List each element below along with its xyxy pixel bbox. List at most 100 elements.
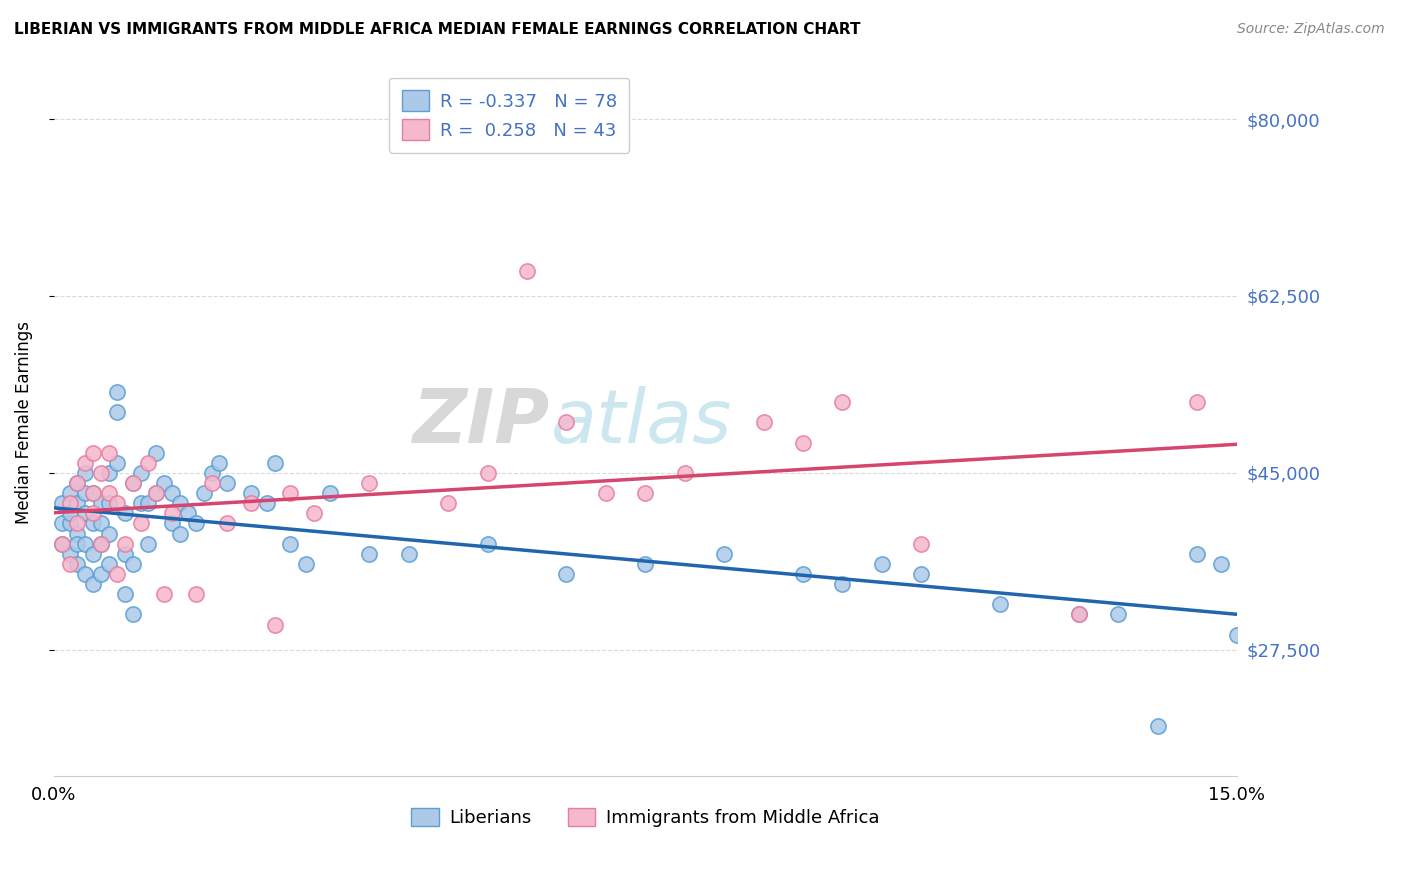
Point <box>66 536 89 550</box>
Point <box>910 536 932 550</box>
Point <box>200 466 222 480</box>
Point <box>217 475 239 490</box>
Point <box>359 547 381 561</box>
Point <box>153 475 176 490</box>
Point <box>90 516 112 531</box>
Point <box>359 475 381 490</box>
Point <box>673 466 696 480</box>
Point <box>280 486 302 500</box>
Point <box>177 506 200 520</box>
Point <box>713 547 735 561</box>
Point <box>121 475 143 490</box>
Point <box>831 577 853 591</box>
Point <box>302 506 325 520</box>
Point <box>870 557 893 571</box>
Point <box>752 415 775 429</box>
Point <box>59 516 82 531</box>
Point <box>634 486 657 500</box>
Point <box>66 526 89 541</box>
Point <box>1187 395 1209 409</box>
Point <box>477 536 499 550</box>
Point <box>160 516 183 531</box>
Point <box>217 516 239 531</box>
Point <box>831 395 853 409</box>
Point <box>114 547 136 561</box>
Point <box>477 466 499 480</box>
Point <box>319 486 342 500</box>
Point <box>153 587 176 601</box>
Point <box>98 466 121 480</box>
Point <box>193 486 215 500</box>
Point <box>51 516 73 531</box>
Point <box>145 486 167 500</box>
Point <box>1067 607 1090 622</box>
Point <box>184 587 207 601</box>
Point <box>145 445 167 459</box>
Point <box>184 516 207 531</box>
Point <box>256 496 278 510</box>
Point <box>295 557 318 571</box>
Point <box>129 516 152 531</box>
Point <box>105 496 128 510</box>
Point <box>82 486 104 500</box>
Point <box>121 557 143 571</box>
Point <box>121 475 143 490</box>
Point <box>200 475 222 490</box>
Point <box>138 496 160 510</box>
Point <box>595 486 617 500</box>
Point <box>910 566 932 581</box>
Point <box>82 547 104 561</box>
Point <box>98 496 121 510</box>
Point <box>121 607 143 622</box>
Point <box>82 516 104 531</box>
Point <box>90 466 112 480</box>
Point <box>1226 627 1249 641</box>
Point <box>160 506 183 520</box>
Text: Source: ZipAtlas.com: Source: ZipAtlas.com <box>1237 22 1385 37</box>
Point <box>1147 718 1170 732</box>
Point <box>792 435 814 450</box>
Point <box>66 557 89 571</box>
Y-axis label: Median Female Earnings: Median Female Earnings <box>15 321 32 524</box>
Point <box>634 557 657 571</box>
Point <box>59 496 82 510</box>
Point <box>555 566 578 581</box>
Point <box>105 456 128 470</box>
Point <box>59 506 82 520</box>
Point <box>59 557 82 571</box>
Point <box>129 496 152 510</box>
Point <box>105 566 128 581</box>
Point <box>263 617 285 632</box>
Point <box>90 566 112 581</box>
Point <box>437 496 460 510</box>
Point <box>75 506 97 520</box>
Point <box>988 597 1011 611</box>
Point <box>555 415 578 429</box>
Point <box>138 536 160 550</box>
Point <box>114 587 136 601</box>
Point <box>516 263 538 277</box>
Point <box>59 486 82 500</box>
Point <box>82 486 104 500</box>
Point <box>169 496 191 510</box>
Point <box>105 384 128 399</box>
Point <box>398 547 420 561</box>
Point <box>1067 607 1090 622</box>
Point <box>105 405 128 419</box>
Point <box>129 466 152 480</box>
Point <box>263 456 285 470</box>
Legend: Liberians, Immigrants from Middle Africa: Liberians, Immigrants from Middle Africa <box>404 801 886 834</box>
Text: ZIP: ZIP <box>413 386 551 458</box>
Point <box>98 557 121 571</box>
Point <box>1209 557 1232 571</box>
Point <box>75 466 97 480</box>
Point <box>59 547 82 561</box>
Point <box>138 456 160 470</box>
Point <box>792 566 814 581</box>
Point <box>90 536 112 550</box>
Point <box>66 475 89 490</box>
Point <box>90 536 112 550</box>
Point <box>66 496 89 510</box>
Point <box>51 496 73 510</box>
Point <box>82 445 104 459</box>
